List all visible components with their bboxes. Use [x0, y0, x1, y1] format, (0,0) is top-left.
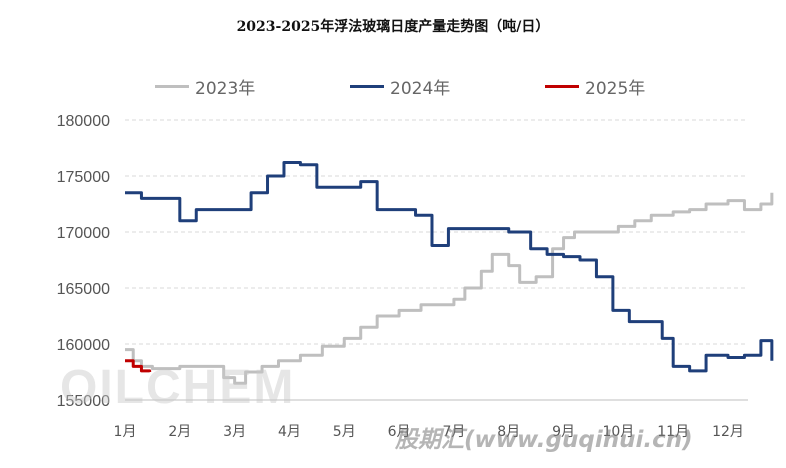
x-tick-label: 2月	[168, 424, 191, 440]
y-tick-label: 175000	[57, 169, 110, 186]
x-tick-label: 10月	[602, 424, 634, 440]
y-tick-label: 165000	[57, 281, 110, 298]
series-line-2023年	[125, 192, 774, 385]
legend-swatch-2024	[350, 85, 384, 88]
y-tick-label: 160000	[57, 337, 110, 354]
x-tick-label: 3月	[223, 424, 246, 440]
legend-swatch-2023	[155, 85, 189, 88]
legend-item-2023: 2023年	[155, 74, 255, 99]
legend-label-2023: 2023年	[195, 79, 256, 99]
series-line-2025年	[125, 359, 152, 373]
x-tick-label: 11月	[657, 424, 689, 440]
x-tick-label: 1月	[114, 424, 137, 440]
chart-title: 2023-2025年浮法玻璃日度产量走势图（吨/日）	[236, 19, 550, 35]
x-tick-label: 6月	[388, 424, 411, 440]
x-tick-label: 8月	[497, 424, 520, 440]
legend-label-2024: 2024年	[390, 79, 451, 99]
y-tick-label: 170000	[57, 225, 110, 242]
legend-swatch-2025	[545, 85, 579, 88]
x-tick-label: 7月	[442, 424, 465, 440]
y-tick-label: 155000	[57, 393, 110, 410]
legend: 2023年 2024年 2025年	[0, 74, 786, 100]
watermark-site: 股期汇(www.guqihui.cn)	[395, 427, 693, 453]
series-line-2024年	[125, 161, 774, 373]
y-tick-label: 180000	[57, 113, 110, 130]
x-tick-label: 5月	[333, 424, 356, 440]
legend-item-2024: 2024年	[350, 74, 450, 99]
x-tick-label: 12月	[712, 424, 744, 440]
legend-item-2025: 2025年	[545, 74, 645, 99]
x-tick-label: 4月	[278, 424, 301, 440]
x-tick-label: 9月	[552, 424, 575, 440]
watermark-logo: OILCHEM	[60, 361, 296, 414]
legend-label-2025: 2025年	[585, 79, 646, 99]
